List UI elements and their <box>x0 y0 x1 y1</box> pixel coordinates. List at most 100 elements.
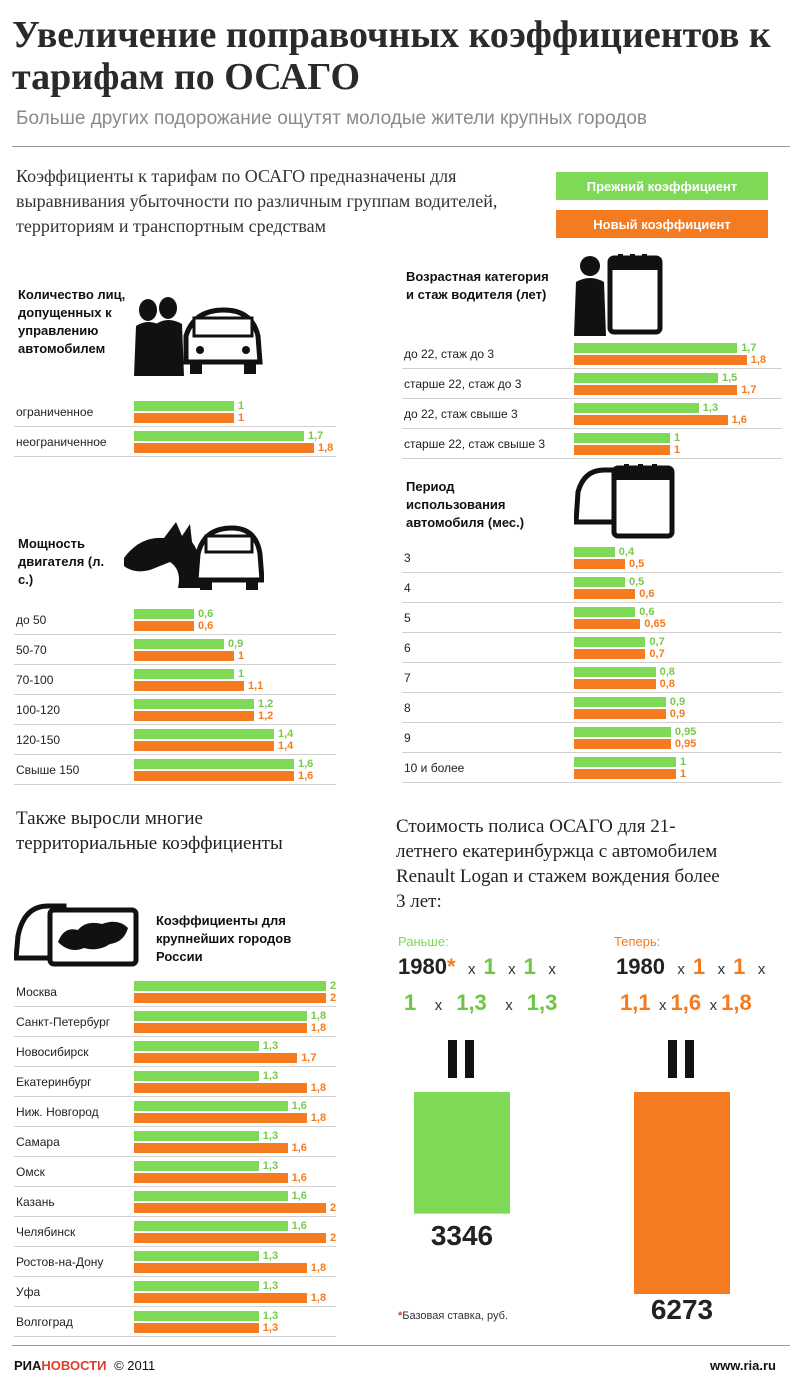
cost-total-before: 3346 <box>430 1219 494 1251</box>
old-coef-bar <box>134 401 234 411</box>
new-coef-bar <box>134 1173 288 1183</box>
old-coef-value: 0,9 <box>669 696 686 708</box>
new-coef-bar <box>574 589 636 599</box>
old-coef-value: 1,3 <box>262 1160 279 1172</box>
old-coef-bar <box>574 577 625 587</box>
old-coef-value: 1,7 <box>308 430 324 442</box>
chart-row: Челябинск 1,6 2 <box>14 1218 336 1247</box>
chart-row: 70-100 1 1,1 <box>14 666 336 695</box>
row-divider <box>402 752 782 753</box>
category-label: 4 <box>404 581 411 595</box>
old-coef-bar <box>134 1191 288 1201</box>
old-coef-value: 1,5 <box>722 372 738 384</box>
cost-bar-before <box>414 1092 510 1214</box>
old-coef-bar <box>134 1041 259 1051</box>
old-coef-bar <box>574 433 670 443</box>
new-coef-bar <box>134 1293 307 1303</box>
row-divider <box>402 572 782 573</box>
row-divider <box>14 1246 336 1247</box>
row-divider <box>14 1096 336 1097</box>
row-divider <box>14 724 336 725</box>
base-rate-star: * <box>446 954 456 979</box>
row-divider <box>14 784 336 785</box>
category-label: 10 и более <box>404 761 465 775</box>
old-coef-bar <box>574 667 656 677</box>
chart-row: Свыше 150 1,6 1,6 <box>14 756 336 785</box>
old-coef-value: 1 <box>238 668 245 680</box>
site-link[interactable]: www.ria.ru <box>710 1358 776 1373</box>
category-label: до 22, стаж до 3 <box>404 347 495 361</box>
row-divider <box>14 694 336 695</box>
old-coef-value: 1,3 <box>262 1130 279 1142</box>
category-label: до 50 <box>16 613 47 627</box>
category-label: Уфа <box>16 1285 41 1299</box>
new-coef-bar <box>134 1083 307 1093</box>
chart-row: до 22, стаж свыше 3 1,3 1,6 <box>402 400 782 429</box>
old-coef-bar <box>134 431 304 441</box>
category-label: Волгоград <box>16 1315 73 1329</box>
period-chart: 3 0,4 0,5 4 0,5 0,6 5 0,6 0,65 6 0,7 0,7 7 0,8 0,8 8 0,9… <box>402 544 782 784</box>
old-coef-value: 0,95 <box>674 726 697 738</box>
new-coef-value: 1,6 <box>298 770 314 782</box>
chart-row: до 50 0,6 0,6 <box>14 606 336 635</box>
cost-bar-after <box>634 1092 730 1294</box>
row-divider <box>402 782 782 783</box>
row-divider <box>402 458 782 459</box>
new-coef-bar <box>134 443 314 453</box>
territorial-heading: Также выросли многие территориальные коэ… <box>16 808 283 854</box>
category-label: 7 <box>404 671 411 685</box>
new-coef-value: 1,6 <box>291 1172 307 1184</box>
new-coef-value: 1 <box>238 412 245 424</box>
chart-row: 8 0,9 0,9 <box>402 694 782 723</box>
old-coef-value: 0,9 <box>228 638 244 650</box>
row-divider <box>402 398 782 399</box>
category-label: ограниченное <box>16 405 94 419</box>
new-coef-bar <box>134 1143 288 1153</box>
chart-row: 50-70 0,9 1 <box>14 636 336 665</box>
after-equals-sign <box>668 1040 694 1078</box>
chart-row: Москва 2 2 <box>14 978 337 1007</box>
old-coef-value: 1,3 <box>262 1070 279 1082</box>
category-label: 100-120 <box>16 703 61 717</box>
old-coef-bar <box>574 403 699 413</box>
old-coef-bar <box>134 1251 259 1261</box>
chart-row: 6 0,7 0,7 <box>402 634 782 663</box>
new-coef-bar <box>574 679 656 689</box>
old-coef-value: 1 <box>238 400 245 412</box>
chart-row: Омск 1,3 1,6 <box>14 1158 336 1187</box>
category-label: Самара <box>16 1135 60 1149</box>
category-label: Санкт-Петербург <box>16 1015 111 1029</box>
old-coef-value: 1,6 <box>291 1100 307 1112</box>
old-coef-bar <box>134 669 234 679</box>
old-coef-bar <box>134 609 194 619</box>
header-divider <box>12 146 790 147</box>
intro-text: Коэффициенты к тарифам по ОСАГО предназн… <box>16 166 498 236</box>
old-coef-bar <box>134 759 294 769</box>
old-coef-bar <box>134 729 274 739</box>
cities-title: Коэффициенты для крупнейших городов Росс… <box>156 913 292 964</box>
old-coef-value: 2 <box>330 980 337 992</box>
old-coef-bar <box>574 637 646 647</box>
row-divider <box>402 428 782 429</box>
old-coef-bar <box>574 607 636 617</box>
row-divider <box>402 368 782 369</box>
old-coef-value: 0,7 <box>649 636 665 648</box>
new-coef-value: 0,5 <box>629 558 645 570</box>
old-coef-value: 0,8 <box>659 666 675 678</box>
new-coef-value: 1 <box>680 768 687 780</box>
row-divider <box>14 1006 336 1007</box>
category-label: старше 22, стаж до 3 <box>404 377 522 391</box>
category-label: 3 <box>404 551 411 565</box>
old-coef-value: 1,3 <box>702 402 719 414</box>
category-label: 50-70 <box>16 643 47 657</box>
new-coef-value: 1,6 <box>291 1142 307 1154</box>
new-coef-value: 1,4 <box>278 740 294 752</box>
new-coef-value: 1,8 <box>750 354 767 366</box>
category-label: Ниж. Новгород <box>16 1105 99 1119</box>
new-coef-bar <box>574 709 666 719</box>
row-divider <box>14 1126 336 1127</box>
old-coef-value: 1,3 <box>262 1040 279 1052</box>
